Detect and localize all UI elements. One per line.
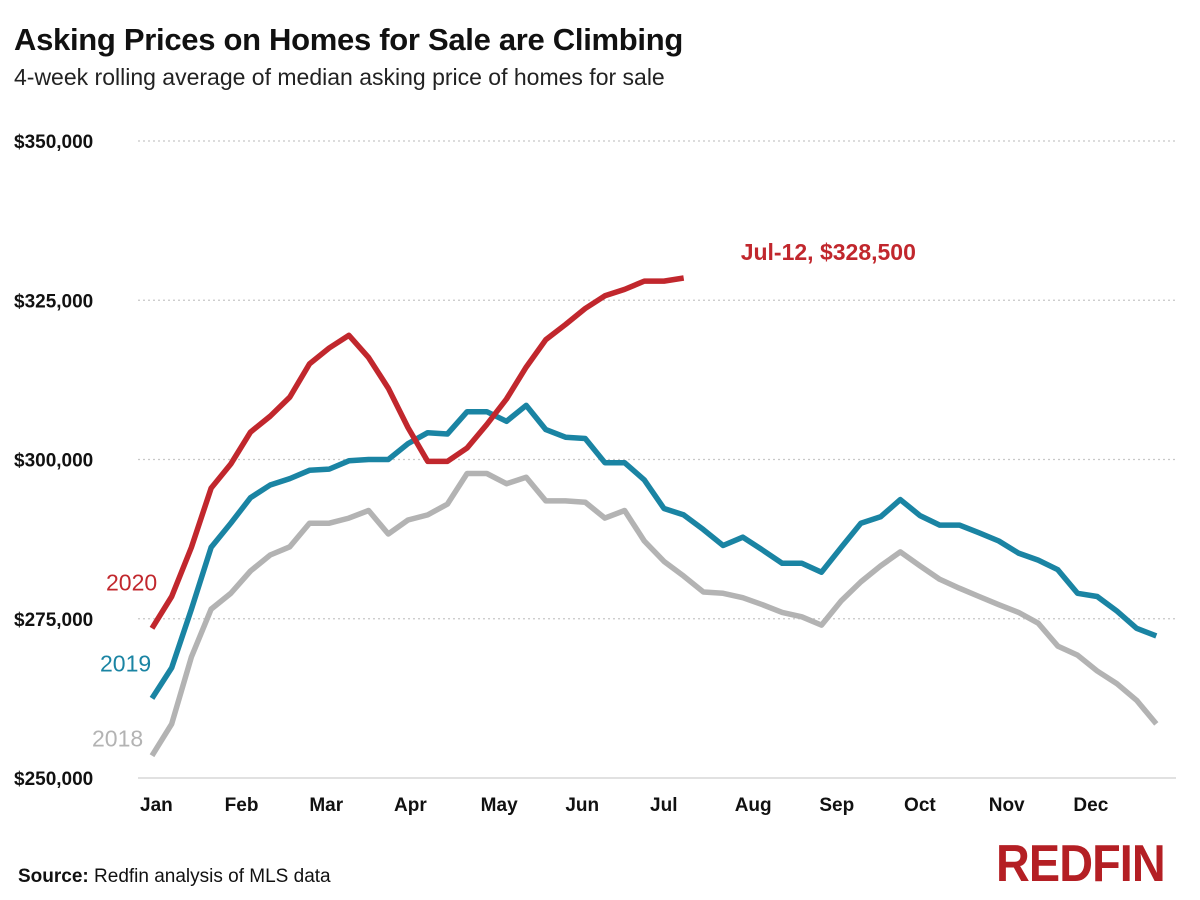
series-label-2018: 2018 <box>92 726 143 752</box>
x-tick-label: Jun <box>565 795 599 816</box>
annotation-label: Jul-12, $328,500 <box>741 239 916 265</box>
source-note: Source: Redfin analysis of MLS data <box>18 866 331 888</box>
redfin-logo: REDFIN <box>996 835 1166 893</box>
y-tick-label: $250,000 <box>14 769 93 790</box>
y-tick-label: $325,000 <box>14 291 93 312</box>
axis-layer: $250,000 $275,000 $300,000 $325,000 $350,000… <box>14 132 1176 816</box>
label-layer: 2018 2019 2020 Jul-12, $328,500 <box>92 239 916 752</box>
series-line-2020 <box>149 275 685 630</box>
series-label-2020: 2020 <box>106 569 157 595</box>
chart-subtitle: 4-week rolling average of median asking … <box>14 64 665 90</box>
x-tick-label: Jul <box>650 795 677 816</box>
source-text: Redfin analysis of MLS data <box>94 866 331 887</box>
chart-title: Asking Prices on Homes for Sale are Clim… <box>14 22 683 57</box>
x-tick-label: Mar <box>309 795 343 816</box>
y-tick-label: $300,000 <box>14 451 93 472</box>
y-tick-label: $350,000 <box>14 132 93 153</box>
series-line-2019 <box>149 402 1158 700</box>
x-tick-label: May <box>481 795 518 816</box>
y-tick-label: $275,000 <box>14 610 93 631</box>
x-tick-label: Aug <box>735 795 772 816</box>
source-label: Source: <box>18 866 89 887</box>
grid-layer <box>138 140 1176 620</box>
series-label-2019: 2019 <box>100 650 151 676</box>
x-tick-label: Oct <box>904 795 936 816</box>
x-tick-label: Apr <box>394 795 427 816</box>
x-tick-label: Feb <box>225 795 259 816</box>
x-tick-label: Nov <box>989 795 1025 816</box>
x-tick-label: Dec <box>1073 795 1108 816</box>
series-line-2018 <box>149 470 1159 758</box>
series-layer <box>149 275 1159 758</box>
x-tick-label: Jan <box>140 795 173 816</box>
x-tick-label: Sep <box>819 795 854 816</box>
